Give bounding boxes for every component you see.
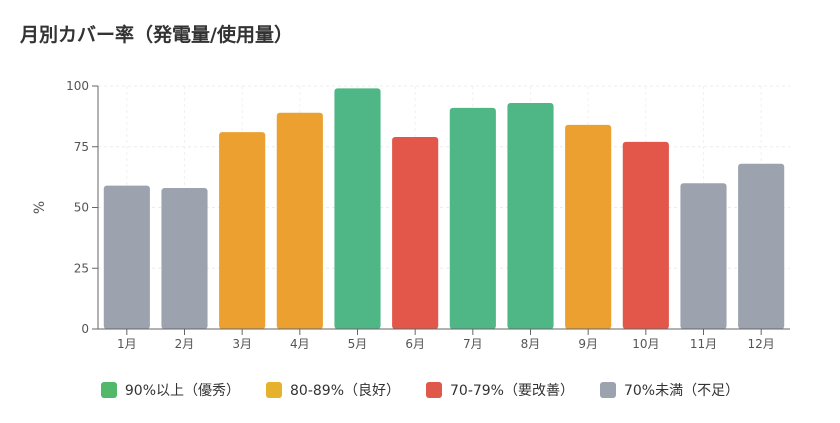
legend-label: 70-79%（要改善） [450,383,574,399]
bar-3 [219,132,266,329]
legend-item-c7079: 70-79%（要改善） [426,380,574,400]
x-tick-label: 9月 [578,337,598,351]
x-tick-label: 10月 [632,337,659,351]
legend-swatch [266,382,283,398]
y-tick-label: 25 [74,261,89,275]
bar-chart: 0 25 50 75 100 1月 2月 3月 4月 5月 6月 7月 8月 9月 10月 11月 12月% [32,79,790,351]
x-tick-label: 5月 [348,337,368,351]
legend-item-ge90: 90%以上（優秀） [100,380,241,400]
bar-4 [276,112,323,329]
legend-swatch [599,382,616,398]
legend: 90%以上（優秀） 80-89%（良好） 70-79%（要改善） 70%未満（不足） [0,380,840,400]
legend-label: 90%以上（優秀） [124,383,241,399]
y-tick-label: 100 [66,79,89,93]
x-tick-label: 8月 [521,337,541,351]
y-tick-label: 0 [81,322,89,336]
x-tick-label: 11月 [690,337,717,351]
x-tick-label: 3月 [232,337,252,351]
legend-label: 80-89%（良好） [290,383,400,399]
bar-9 [565,124,612,329]
x-tick-label: 2月 [175,337,195,351]
legend-swatch [426,382,442,398]
legend-item-c8089: 80-89%（良好） [266,380,400,400]
x-tick-label: 7月 [463,337,483,351]
y-tick-label: 50 [74,201,89,215]
x-tick-label: 6月 [405,337,425,351]
bar-8 [507,103,554,329]
y-axis-label: % [32,201,48,214]
x-tick-label: 12月 [748,337,775,351]
bar-2 [161,188,208,329]
legend-label: 70%未満（不足） [623,383,740,399]
y-tick-label: 75 [74,140,89,154]
bar-1 [103,185,150,329]
bar-11 [680,183,727,329]
bar-6 [392,137,439,329]
x-tick-label: 1月 [117,337,137,351]
chart-title: 月別カバー率（発電量/使用量） [20,24,293,46]
bar-12 [738,163,785,329]
bar-5 [334,88,381,330]
x-tick-label: 4月 [290,337,310,351]
legend-swatch [100,382,117,398]
bar-7 [449,107,496,330]
bar-10 [622,141,669,329]
legend-item-lt70: 70%未満（不足） [599,380,740,400]
